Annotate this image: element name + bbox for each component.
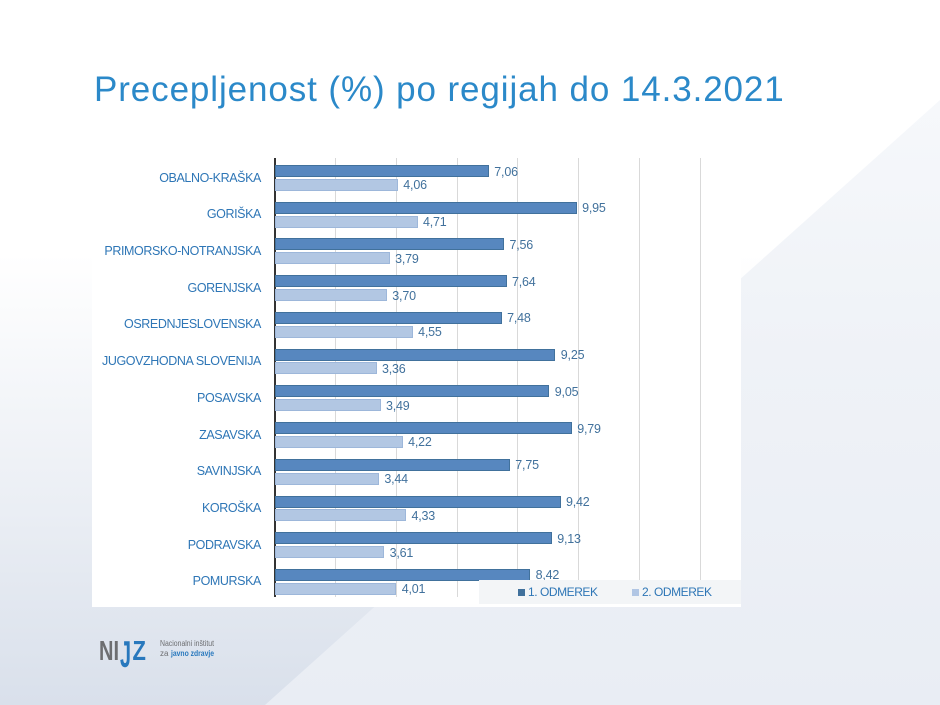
svg-text:Z: Z xyxy=(133,635,146,666)
svg-text:NI: NI xyxy=(99,635,119,666)
svg-text:J: J xyxy=(120,634,131,675)
svg-text:za: za xyxy=(160,649,169,658)
svg-text:javno zdravje: javno zdravje xyxy=(170,649,214,658)
svg-text:Nacionalni inštitut: Nacionalni inštitut xyxy=(160,639,215,648)
